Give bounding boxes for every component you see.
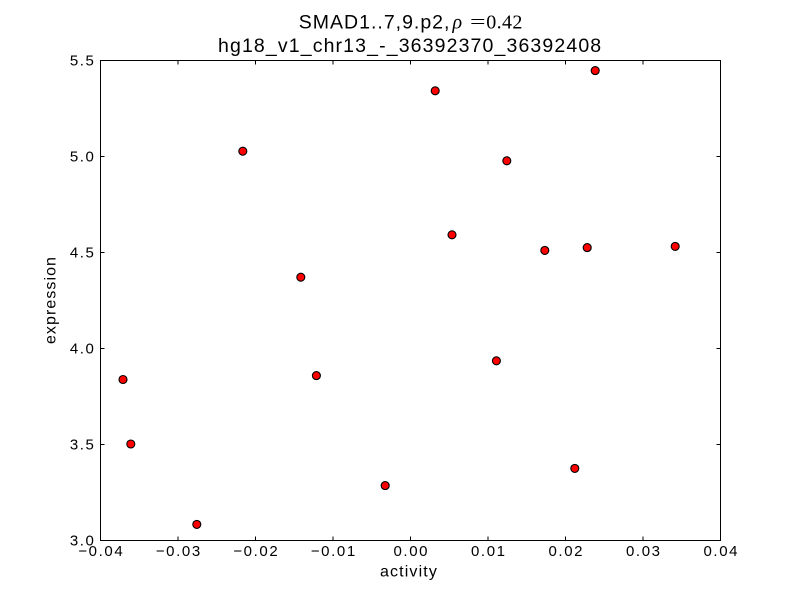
svg-text:SMAD1..7,9.p2,: SMAD1..7,9.p2, xyxy=(299,12,451,34)
svg-text:−0.04: −0.04 xyxy=(78,543,124,560)
svg-text:0.02: 0.02 xyxy=(548,543,584,560)
svg-text:=: = xyxy=(470,12,486,34)
svg-text:0.03: 0.03 xyxy=(626,543,662,560)
svg-text:hg18_v1_chr13_-_36392370_36392: hg18_v1_chr13_-_36392370_36392408 xyxy=(218,35,602,57)
svg-text:3.5: 3.5 xyxy=(70,436,96,453)
svg-text:0.04: 0.04 xyxy=(703,543,739,560)
svg-text:3.0: 3.0 xyxy=(70,532,96,549)
svg-text:0.01: 0.01 xyxy=(471,543,507,560)
svg-text:activity: activity xyxy=(380,564,438,581)
svg-text:−0.03: −0.03 xyxy=(156,543,202,560)
svg-text:−0.02: −0.02 xyxy=(233,543,279,560)
svg-text:5.5: 5.5 xyxy=(70,52,96,69)
svg-text:−0.01: −0.01 xyxy=(311,543,357,560)
svg-text:0.00: 0.00 xyxy=(393,543,429,560)
svg-text:ρ: ρ xyxy=(452,12,463,34)
svg-text:4.0: 4.0 xyxy=(70,340,96,357)
svg-text:5.0: 5.0 xyxy=(70,148,96,165)
svg-text:expression: expression xyxy=(43,256,60,344)
svg-text:0.42: 0.42 xyxy=(486,12,522,34)
svg-text:4.5: 4.5 xyxy=(70,244,96,261)
